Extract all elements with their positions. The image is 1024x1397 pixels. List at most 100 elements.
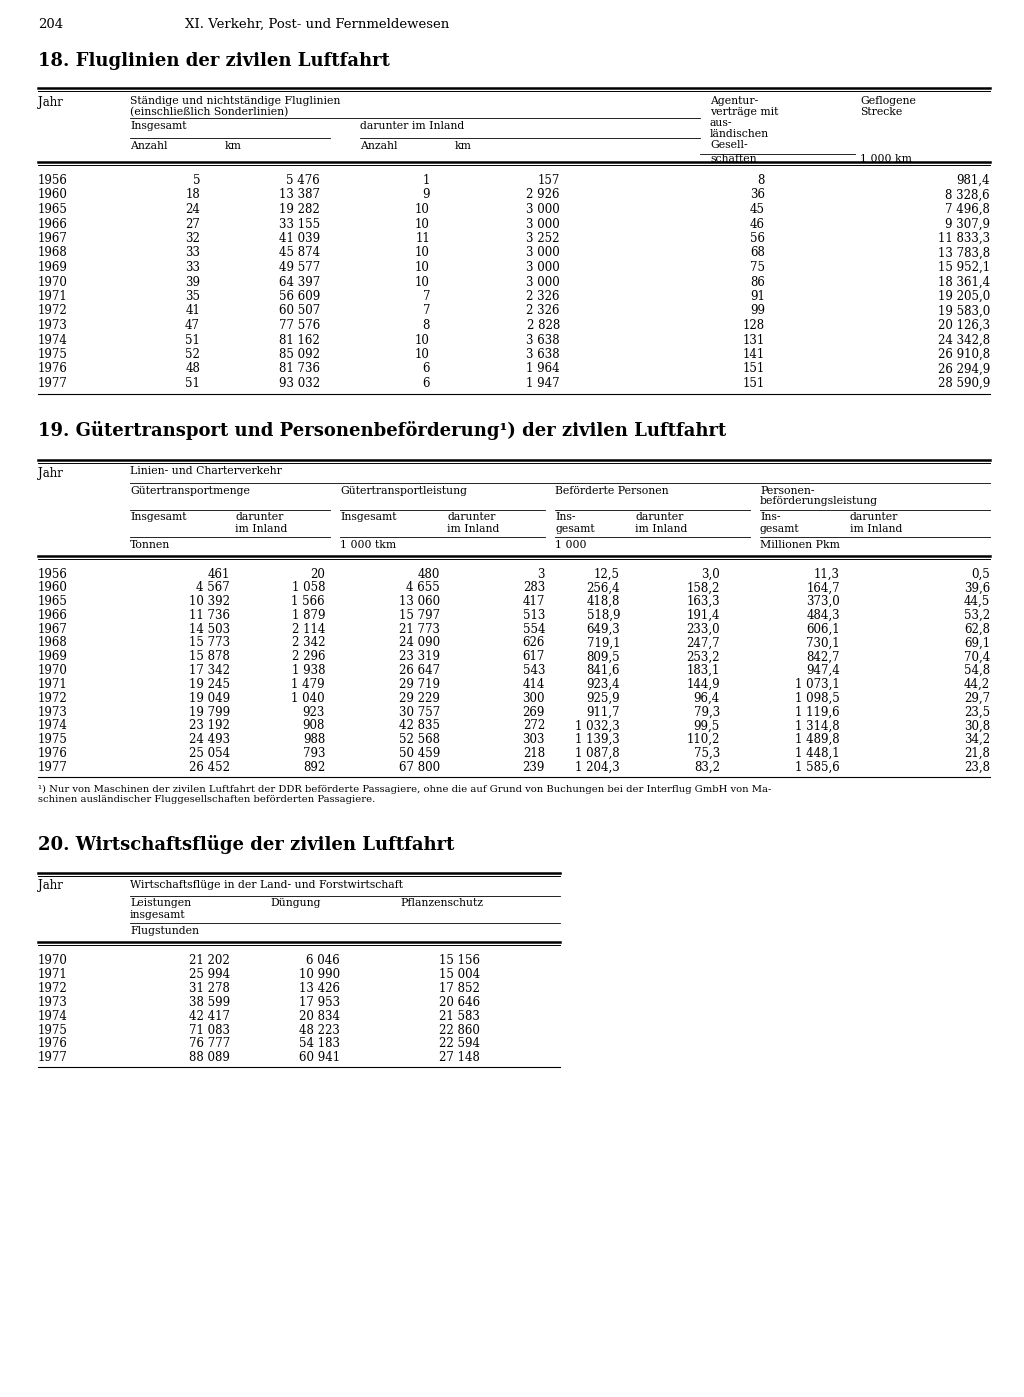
Text: 30 757: 30 757 — [398, 705, 440, 718]
Text: 626: 626 — [522, 637, 545, 650]
Text: 13 783,8: 13 783,8 — [938, 246, 990, 260]
Text: 1972: 1972 — [38, 982, 68, 995]
Text: 300: 300 — [522, 692, 545, 704]
Text: 17 852: 17 852 — [439, 982, 480, 995]
Text: 6 046: 6 046 — [306, 954, 340, 968]
Text: Millionen Pkm: Millionen Pkm — [760, 539, 840, 549]
Text: 191,4: 191,4 — [686, 609, 720, 622]
Text: 4 567: 4 567 — [197, 581, 230, 594]
Text: 1969: 1969 — [38, 261, 68, 274]
Text: 1966: 1966 — [38, 218, 68, 231]
Text: 3 000: 3 000 — [526, 246, 560, 260]
Text: 10: 10 — [415, 246, 430, 260]
Text: 19 245: 19 245 — [189, 678, 230, 692]
Text: 75: 75 — [750, 261, 765, 274]
Text: 9 307,9: 9 307,9 — [945, 218, 990, 231]
Text: km: km — [455, 141, 472, 151]
Text: 21 202: 21 202 — [189, 954, 230, 968]
Text: 10: 10 — [415, 275, 430, 289]
Text: 1 489,8: 1 489,8 — [796, 733, 840, 746]
Text: im Inland: im Inland — [850, 524, 902, 534]
Text: 10: 10 — [415, 203, 430, 217]
Text: 1971: 1971 — [38, 968, 68, 981]
Text: 17 953: 17 953 — [299, 996, 340, 1009]
Text: 17 342: 17 342 — [189, 664, 230, 678]
Text: 30,8: 30,8 — [964, 719, 990, 732]
Text: gesamt: gesamt — [555, 524, 595, 534]
Text: 923,4: 923,4 — [587, 678, 620, 692]
Text: 1956: 1956 — [38, 567, 68, 581]
Text: 110,2: 110,2 — [687, 733, 720, 746]
Text: 1 000: 1 000 — [555, 539, 587, 549]
Text: 60 507: 60 507 — [279, 305, 319, 317]
Text: 19. Gütertransport und Personenbeförderung¹) der zivilen Luftfahrt: 19. Gütertransport und Personenbeförderu… — [38, 422, 726, 440]
Text: 21,8: 21,8 — [965, 747, 990, 760]
Text: 1 119,6: 1 119,6 — [796, 705, 840, 718]
Text: 19 049: 19 049 — [188, 692, 230, 704]
Text: 1967: 1967 — [38, 232, 68, 244]
Text: 15 952,1: 15 952,1 — [938, 261, 990, 274]
Text: 1971: 1971 — [38, 678, 68, 692]
Text: 1972: 1972 — [38, 305, 68, 317]
Text: 6: 6 — [423, 362, 430, 376]
Text: 56: 56 — [750, 232, 765, 244]
Text: 70,4: 70,4 — [964, 650, 990, 664]
Text: 42 835: 42 835 — [399, 719, 440, 732]
Text: Pflanzenschutz: Pflanzenschutz — [400, 898, 483, 908]
Text: 151: 151 — [742, 377, 765, 390]
Text: 164,7: 164,7 — [806, 581, 840, 594]
Text: 11: 11 — [416, 232, 430, 244]
Text: 2 296: 2 296 — [292, 650, 325, 664]
Text: Ins-: Ins- — [555, 513, 575, 522]
Text: 42 417: 42 417 — [189, 1010, 230, 1023]
Text: 414: 414 — [522, 678, 545, 692]
Text: 1974: 1974 — [38, 719, 68, 732]
Text: 24 090: 24 090 — [399, 637, 440, 650]
Text: 13 387: 13 387 — [279, 189, 319, 201]
Text: 99,5: 99,5 — [693, 719, 720, 732]
Text: 1 947: 1 947 — [526, 377, 560, 390]
Text: 247,7: 247,7 — [686, 637, 720, 650]
Text: km: km — [225, 141, 242, 151]
Text: 50 459: 50 459 — [398, 747, 440, 760]
Text: 1969: 1969 — [38, 650, 68, 664]
Text: Ständige und nichtständige Fluglinien: Ständige und nichtständige Fluglinien — [130, 96, 340, 106]
Text: 373,0: 373,0 — [806, 595, 840, 608]
Text: 2 828: 2 828 — [526, 319, 560, 332]
Text: 69,1: 69,1 — [964, 637, 990, 650]
Text: 5: 5 — [193, 175, 200, 187]
Text: 20 126,3: 20 126,3 — [938, 319, 990, 332]
Text: Flugstunden: Flugstunden — [130, 925, 199, 936]
Text: 730,1: 730,1 — [806, 637, 840, 650]
Text: 20. Wirtschaftsflüge der zivilen Luftfahrt: 20. Wirtschaftsflüge der zivilen Luftfah… — [38, 834, 455, 854]
Text: 26 647: 26 647 — [399, 664, 440, 678]
Text: 51: 51 — [185, 334, 200, 346]
Text: 77 576: 77 576 — [279, 319, 319, 332]
Text: 1 566: 1 566 — [292, 595, 325, 608]
Text: ländischen: ländischen — [710, 129, 769, 138]
Text: 45: 45 — [750, 203, 765, 217]
Text: aus-: aus- — [710, 117, 732, 129]
Text: 2 326: 2 326 — [526, 291, 560, 303]
Text: 1974: 1974 — [38, 1010, 68, 1023]
Text: 283: 283 — [522, 581, 545, 594]
Text: Jahr: Jahr — [38, 880, 62, 893]
Text: 417: 417 — [522, 595, 545, 608]
Text: 26 452: 26 452 — [189, 761, 230, 774]
Text: 10: 10 — [415, 261, 430, 274]
Text: 480: 480 — [418, 567, 440, 581]
Text: 48: 48 — [185, 362, 200, 376]
Text: 21 583: 21 583 — [439, 1010, 480, 1023]
Text: 25 054: 25 054 — [188, 747, 230, 760]
Text: 10 392: 10 392 — [189, 595, 230, 608]
Text: 1970: 1970 — [38, 275, 68, 289]
Text: verträge mit: verträge mit — [710, 108, 778, 117]
Text: 2 326: 2 326 — [526, 305, 560, 317]
Text: Strecke: Strecke — [860, 108, 902, 117]
Text: 53,2: 53,2 — [964, 609, 990, 622]
Text: 10: 10 — [415, 348, 430, 360]
Text: Jahr: Jahr — [38, 96, 62, 109]
Text: 1970: 1970 — [38, 954, 68, 968]
Text: 23 319: 23 319 — [399, 650, 440, 664]
Text: 7: 7 — [423, 291, 430, 303]
